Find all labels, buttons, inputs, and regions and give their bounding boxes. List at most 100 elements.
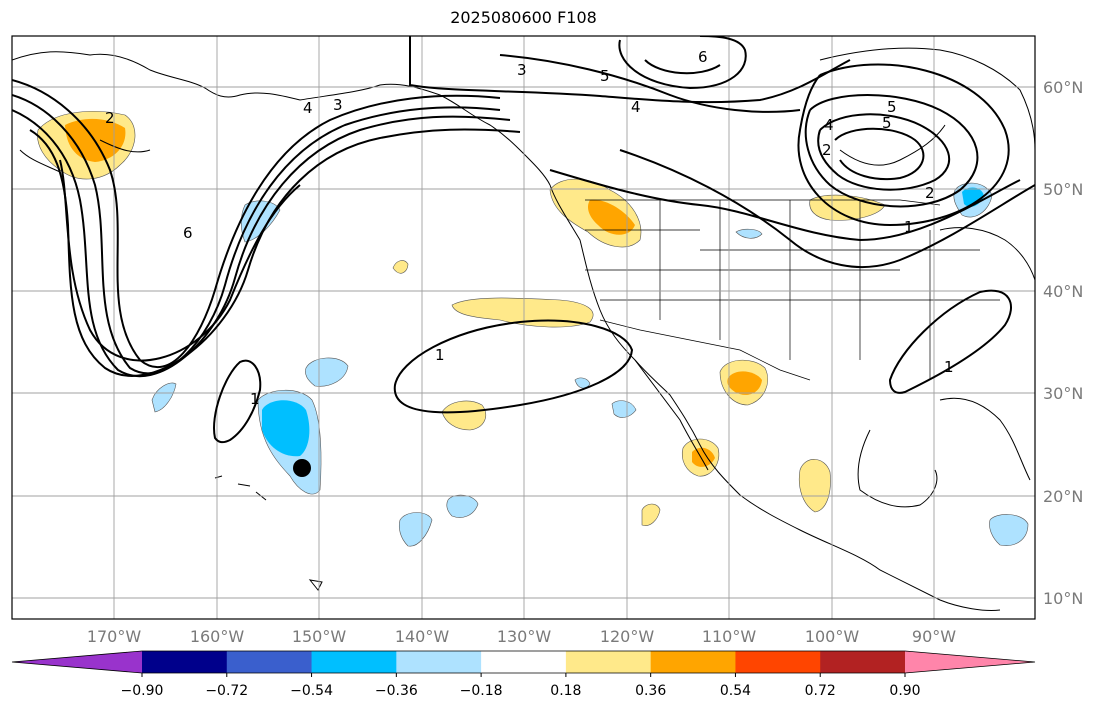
contour-label: 3	[517, 61, 527, 79]
lon-label: 140°W	[395, 627, 450, 646]
colorbar-extend-min	[12, 651, 142, 673]
coast-alaska-siberia	[12, 51, 301, 173]
shade-negative-8	[735, 228, 763, 239]
colorbar: −0.90 −0.72 −0.54 −0.36 −0.18 0.18 0.36 0.54 0.7…	[11, 650, 1036, 699]
colorbar-segment	[735, 651, 821, 673]
contour-label: 4	[824, 116, 834, 134]
colorbar-segment	[142, 651, 228, 673]
contour-label: 2	[105, 109, 115, 127]
contour-zonal-1	[549, 169, 1021, 242]
lon-label: 110°W	[702, 627, 757, 646]
colorbar-segment	[481, 651, 567, 673]
contour-label: 5	[600, 67, 610, 85]
contour-label: 2	[925, 184, 935, 202]
colorbar-segment	[311, 651, 397, 673]
lat-label: 60°N	[1043, 78, 1083, 97]
shade-negative-2	[305, 357, 349, 387]
contour-hudson-low-2	[804, 94, 979, 208]
contour-trough-5	[59, 159, 301, 362]
contour-label: 6	[698, 48, 708, 66]
map-title: 2025080600 F108	[450, 8, 597, 27]
lat-label: 10°N	[1043, 589, 1083, 608]
shade-positive-pnw-core	[587, 199, 635, 235]
map-panel	[12, 36, 1035, 619]
contour-label: 5	[887, 98, 897, 116]
contour-ridge-top	[409, 36, 851, 104]
contour-label: 5	[882, 114, 892, 132]
colorbar-tick-label: −0.72	[205, 683, 248, 699]
colorbar-tick-label: 0.36	[635, 683, 666, 699]
lat-label: 40°N	[1043, 282, 1083, 301]
contour-label: 1	[435, 346, 445, 364]
contour-label: 2	[822, 141, 832, 159]
contour-label: 4	[303, 99, 313, 117]
lon-label: 170°W	[87, 627, 142, 646]
lon-label: 90°W	[912, 627, 956, 646]
latitude-labels: 60°N 50°N 40°N 30°N 20°N 10°N	[1043, 78, 1083, 608]
contour-label: 3	[333, 96, 343, 114]
contour-label-group: 3 4 5 6 2 1 1 1 3 5 4 6 4 5 2 2 1	[105, 48, 954, 408]
contour-label: 6	[183, 224, 193, 242]
shade-negative-7	[989, 514, 1029, 546]
contour-low-north-2	[644, 59, 721, 75]
map-border	[11, 35, 1036, 620]
shade-positive-mexico-south	[798, 459, 831, 513]
lon-label: 160°W	[190, 627, 245, 646]
coast-hawaii-islands	[214, 475, 323, 591]
colorbar-segment	[226, 651, 313, 673]
contour-pacific-1	[393, 319, 634, 414]
contour-east-1	[888, 289, 1012, 394]
contour-label: 1	[944, 358, 954, 376]
lon-label: 120°W	[600, 627, 655, 646]
contour-low-north	[618, 36, 747, 90]
location-marker-dot	[293, 459, 311, 477]
colorbar-tick-label: −0.90	[121, 683, 164, 699]
longitude-labels: 170°W 160°W 150°W 140°W 130°W 120°W 110°…	[87, 627, 956, 646]
colorbar-segment	[565, 651, 652, 673]
lon-label: 100°W	[805, 627, 860, 646]
lat-label: 50°N	[1043, 180, 1083, 199]
lat-label: 30°N	[1043, 384, 1083, 403]
coast-great-lakes-east	[939, 227, 1035, 281]
graticule	[12, 36, 1035, 619]
colorbar-tick-label: −0.18	[460, 683, 503, 699]
colorbar-tick-label: 0.72	[805, 683, 836, 699]
contour-label: 1	[904, 218, 914, 236]
shade-positive-pacific-small	[441, 400, 486, 431]
colorbar-segment	[650, 651, 736, 673]
contour-label: 4	[631, 98, 641, 116]
shade-positive-mexico-north-core	[727, 371, 762, 395]
contour-zonal-2	[619, 149, 1035, 269]
shade-negative-3	[151, 382, 177, 413]
colorbar-tick-label: −0.36	[375, 683, 418, 699]
lat-label: 20°N	[1043, 487, 1083, 506]
shade-negative-9	[574, 377, 591, 389]
coast-gulf-mexico	[857, 397, 1031, 508]
lon-label: 150°W	[292, 627, 347, 646]
border-us-mexico	[599, 319, 811, 381]
political-borders	[585, 199, 1000, 381]
coast-baja	[634, 359, 709, 471]
colorbar-tick-label: −0.54	[290, 683, 333, 699]
contour-label: 1	[250, 390, 260, 408]
shade-negative-hawaii-core	[262, 400, 310, 457]
contour-hudson-low-4	[834, 127, 925, 181]
shade-positive-pacific-south	[641, 503, 661, 526]
border-states-grid	[585, 200, 1000, 380]
shade-negative-6	[611, 400, 637, 418]
colorbar-tick-label: 0.54	[720, 683, 751, 699]
coast-alaska-south	[299, 83, 551, 186]
shade-negative-1	[240, 200, 281, 243]
contour-hudson-low-1	[797, 63, 1010, 227]
lon-label: 130°W	[497, 627, 552, 646]
contour-hudson-low-3	[817, 113, 951, 191]
colorbar-tick-label: 0.18	[550, 683, 581, 699]
colorbar-extend-max	[905, 651, 1035, 673]
colorbar-tick-label: 0.90	[889, 683, 920, 699]
contour-trough-2	[12, 94, 501, 375]
contour-lines	[12, 36, 1035, 444]
contour-ridge-top-2	[499, 54, 801, 113]
colorbar-segment	[820, 651, 906, 673]
shade-positive-tiny	[392, 260, 409, 274]
